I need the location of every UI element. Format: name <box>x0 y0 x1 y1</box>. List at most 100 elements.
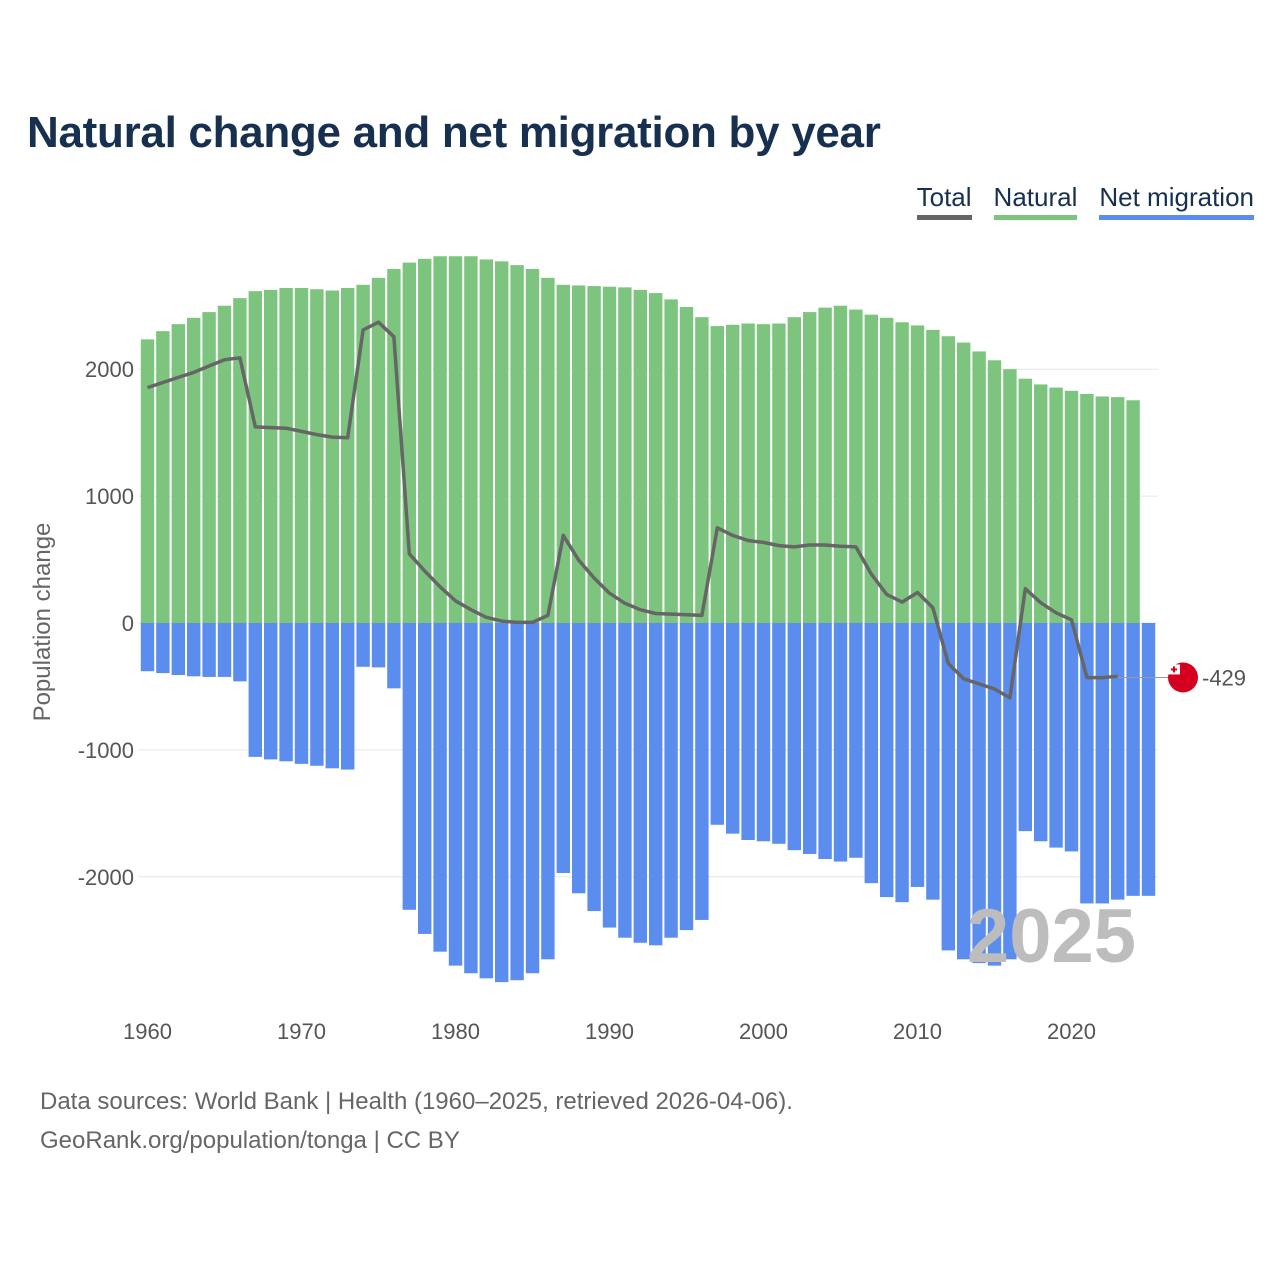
natural-bar <box>479 259 493 623</box>
migration-bar <box>541 623 555 960</box>
migration-bar <box>1126 623 1140 896</box>
natural-bar <box>248 291 262 623</box>
migration-bar <box>233 623 247 682</box>
natural-bar <box>926 329 940 623</box>
natural-bar <box>1049 387 1063 623</box>
migration-bar <box>448 623 463 966</box>
natural-bar <box>541 277 555 623</box>
natural-bar <box>787 317 801 623</box>
natural-bar <box>895 322 909 623</box>
natural-bar <box>202 312 216 623</box>
migration-bar <box>741 623 755 840</box>
migration-bar <box>356 623 370 667</box>
x-tick-label: 2020 <box>1047 1019 1096 1044</box>
migration-bar <box>726 623 740 834</box>
natural-bar <box>572 285 586 623</box>
natural-bar <box>1003 369 1017 623</box>
natural-bar <box>880 317 894 623</box>
migration-bar <box>987 623 1002 966</box>
y-axis-label: Population change <box>29 523 56 722</box>
migration-bar <box>187 623 201 677</box>
migration-bar <box>171 623 185 676</box>
legend-item-natural[interactable]: Natural <box>993 182 1078 220</box>
migration-bar <box>803 623 817 854</box>
natural-bar <box>987 360 1002 623</box>
migration-bar <box>587 623 601 912</box>
natural-bar <box>171 324 185 623</box>
migration-bar <box>972 623 986 964</box>
natural-bar <box>756 324 771 623</box>
x-tick-label: 1980 <box>431 1019 480 1044</box>
x-axis-ticks: 1960 1970 1980 1990 2000 2010 2020 <box>123 1019 1096 1044</box>
natural-bar <box>356 284 370 623</box>
migration-bar <box>1111 623 1125 900</box>
natural-bar <box>1080 393 1094 623</box>
natural-bar <box>433 256 447 623</box>
natural-bar <box>387 268 401 623</box>
natural-bar <box>140 339 155 623</box>
natural-bar <box>741 323 755 623</box>
natural-bar <box>726 324 740 623</box>
migration-bar <box>1141 623 1156 896</box>
tonga-flag-icon <box>1168 662 1198 693</box>
migration-bar <box>1080 623 1094 904</box>
natural-bar <box>772 323 786 623</box>
natural-bar <box>633 289 647 623</box>
migration-bar <box>433 623 447 952</box>
migration-bar <box>633 623 647 943</box>
natural-bar <box>602 286 617 623</box>
natural-bar <box>1018 378 1032 623</box>
migration-bar <box>910 623 925 887</box>
natural-bar <box>217 305 232 623</box>
natural-bar <box>818 307 832 623</box>
natural-bar <box>1095 396 1109 623</box>
x-tick-label: 2000 <box>739 1019 788 1044</box>
migration-bar <box>387 623 401 689</box>
natural-bar <box>525 268 540 623</box>
natural-bar <box>187 317 201 623</box>
migration-bar <box>202 623 216 677</box>
migration-bar <box>1049 623 1063 848</box>
natural-bar <box>972 351 986 623</box>
x-tick-label: 1970 <box>277 1019 326 1044</box>
natural-bar <box>325 290 339 623</box>
migration-bar <box>325 623 339 769</box>
natural-bar <box>1126 400 1140 623</box>
migration-bar <box>402 623 416 910</box>
migration-bar <box>341 623 355 770</box>
x-tick-label: 2010 <box>893 1019 942 1044</box>
y-tick-label: -2000 <box>78 865 134 890</box>
legend-item-total[interactable]: Total <box>916 182 972 220</box>
natural-bar <box>418 258 432 623</box>
natural-bar <box>803 312 817 623</box>
year-watermark: 2025 <box>967 894 1136 979</box>
chart-title: Natural change and net migration by year <box>27 108 881 157</box>
y-tick-label: 2000 <box>85 357 134 382</box>
natural-bar <box>279 287 293 623</box>
migration-bar <box>371 623 386 668</box>
natural-bar <box>464 256 478 623</box>
migration-bar <box>1095 623 1109 904</box>
natural-bar <box>957 342 971 623</box>
end-value-label: -429 <box>1202 665 1246 690</box>
migration-bar <box>479 623 493 979</box>
migration-bar <box>1003 623 1017 960</box>
natural-bar <box>1034 384 1048 623</box>
natural-bar <box>1111 397 1125 623</box>
natural-bar <box>402 262 416 623</box>
migration-bar <box>957 623 971 960</box>
y-tick-label: 0 <box>122 611 134 636</box>
migration-bar <box>772 623 786 844</box>
migration-bar <box>833 623 848 862</box>
x-tick-label: 1990 <box>585 1019 634 1044</box>
natural-bar <box>941 336 955 623</box>
natural-bar <box>510 265 524 623</box>
footer-sources: Data sources: World Bank | Health (1960–… <box>40 1088 793 1115</box>
natural-bar <box>618 287 632 623</box>
migration-bar <box>264 623 278 760</box>
natural-bar <box>448 256 463 623</box>
natural-bar <box>341 287 355 623</box>
legend-item-net-migration[interactable]: Net migration <box>1099 182 1254 220</box>
migration-bar <box>895 623 909 903</box>
